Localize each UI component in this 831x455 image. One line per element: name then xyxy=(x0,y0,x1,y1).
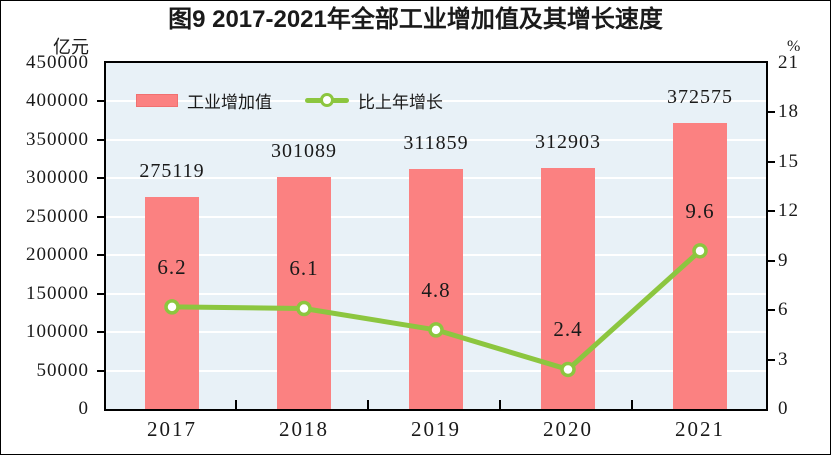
right-axis-tick xyxy=(768,259,775,262)
legend-line-swatch-icon xyxy=(305,93,349,107)
left-axis-tick-label: 100000 xyxy=(26,321,89,343)
right-axis-tick-label: 9 xyxy=(778,249,789,271)
left-axis-tick-label: 0 xyxy=(78,398,89,419)
bar-value-label: 301089 xyxy=(271,140,337,163)
right-axis-tick xyxy=(768,210,775,213)
right-axis-tick-label: 6 xyxy=(778,299,789,321)
x-axis-label: 2018 xyxy=(279,417,329,441)
right-axis-tick-label: 3 xyxy=(778,348,789,370)
right-axis-tick-label: 0 xyxy=(778,398,789,419)
left-axis-tick-label: 50000 xyxy=(36,359,89,381)
legend-bar-swatch-icon xyxy=(136,93,178,107)
right-axis-tick xyxy=(768,309,775,312)
x-axis-tick xyxy=(367,400,369,409)
line-layer xyxy=(106,63,766,409)
x-axis-label: 2019 xyxy=(411,417,461,441)
line-marker xyxy=(692,243,708,259)
right-axis-tick-label: 15 xyxy=(778,150,799,172)
line-value-label: 2.4 xyxy=(553,317,583,342)
bar-2018 xyxy=(277,177,331,409)
left-axis-tick-label: 250000 xyxy=(26,205,89,227)
left-axis-tick xyxy=(97,177,104,180)
left-axis-tick xyxy=(97,138,104,141)
bar-value-label: 311859 xyxy=(403,132,469,155)
x-axis-tick xyxy=(235,400,237,409)
left-axis-tick xyxy=(97,331,104,334)
left-axis-tick xyxy=(97,215,104,218)
left-axis-tick xyxy=(97,369,104,372)
right-axis-tick xyxy=(768,358,775,361)
line-value-label: 6.1 xyxy=(289,256,319,281)
line-marker xyxy=(296,300,312,317)
x-axis-tick xyxy=(499,400,501,409)
gridline-h xyxy=(106,138,766,141)
left-axis-tick-label: 200000 xyxy=(26,244,89,266)
line-marker xyxy=(560,361,576,378)
legend-line-label: 比上年增长 xyxy=(358,92,443,112)
left-axis-tick xyxy=(97,100,104,103)
x-axis-tick xyxy=(631,400,633,409)
line-value-label: 9.6 xyxy=(685,198,715,223)
left-axis-tick-label: 450000 xyxy=(26,52,89,73)
legend-bar-label: 工业增加值 xyxy=(187,92,272,112)
left-axis-tick-label: 150000 xyxy=(26,282,89,304)
x-axis-label: 2020 xyxy=(543,417,593,441)
line-value-label: 4.8 xyxy=(421,277,451,302)
bar-value-label: 312903 xyxy=(535,131,601,154)
line-marker-icon xyxy=(320,93,334,107)
x-axis-label: 2021 xyxy=(675,417,725,441)
left-axis-unit: 亿元 xyxy=(53,37,89,57)
left-axis-tick xyxy=(97,292,104,295)
growth-line xyxy=(164,243,708,378)
legend: 工业增加值 比上年增长 xyxy=(136,90,443,112)
right-axis-unit: % xyxy=(787,38,801,55)
line-marker xyxy=(164,299,180,315)
right-axis-tick xyxy=(768,160,775,163)
right-axis-tick-label: 21 xyxy=(778,52,799,73)
right-axis-tick xyxy=(768,111,775,114)
left-axis-tick-label: 400000 xyxy=(26,90,89,112)
x-axis-label: 2017 xyxy=(147,417,197,441)
bar-layer xyxy=(106,63,766,409)
value-label-layer: 275119 301089 311859 312903 372575 6.2 6.1 4.8 2… xyxy=(106,63,766,409)
bar-2019 xyxy=(409,169,463,409)
bar-value-label: 275119 xyxy=(139,160,205,183)
left-axis-tick xyxy=(97,254,104,257)
gridline-h xyxy=(106,100,766,103)
chart-title: 图9 2017-2021年全部工业增加值及其增长速度 xyxy=(168,6,663,33)
line-value-label: 6.2 xyxy=(157,254,187,279)
left-axis-tick-label: 350000 xyxy=(26,128,89,150)
plot-area: 275119 301089 311859 312903 372575 6.2 6.1 4.8 2… xyxy=(104,61,768,411)
left-axis-tick-label: 300000 xyxy=(26,167,89,189)
bar-value-label: 372575 xyxy=(667,85,733,108)
line-marker xyxy=(428,322,444,338)
right-axis-tick-label: 18 xyxy=(778,101,799,123)
right-axis-tick-label: 12 xyxy=(778,200,799,222)
